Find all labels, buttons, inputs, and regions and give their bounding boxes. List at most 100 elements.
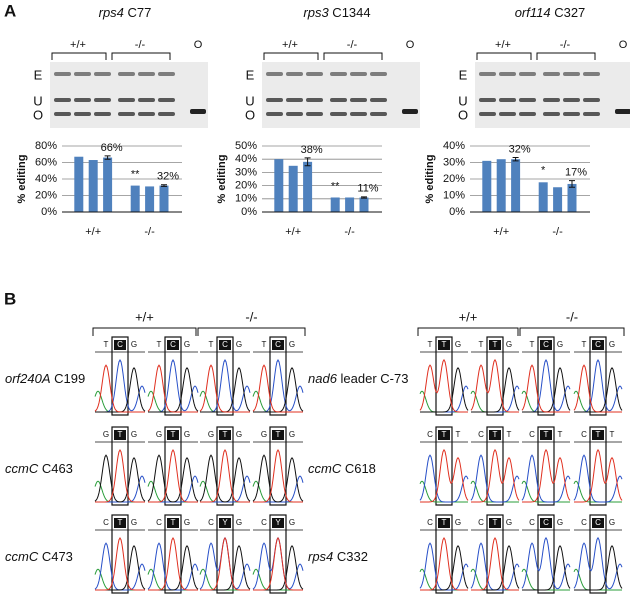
group-header: -/- <box>566 309 578 324</box>
trace <box>522 544 571 591</box>
base-call: C <box>427 518 433 527</box>
gel-band <box>499 98 516 102</box>
base-call: G <box>289 430 295 439</box>
base-call: G <box>131 518 137 527</box>
site-box <box>216 426 234 506</box>
gel-band <box>306 112 323 116</box>
base-call: C <box>595 518 601 527</box>
call-box <box>219 430 231 440</box>
base-call: T <box>493 518 498 527</box>
gel-band <box>370 98 387 102</box>
site-box <box>164 336 182 416</box>
y-tick-label: 30% <box>235 166 257 178</box>
y-tick-label: 60% <box>35 156 57 168</box>
site-box <box>216 336 234 416</box>
gel-band <box>158 112 175 116</box>
gel-band <box>499 112 516 116</box>
gel-band <box>370 112 387 116</box>
trace <box>147 480 198 503</box>
base-call: C <box>103 518 109 527</box>
trace <box>471 448 520 503</box>
trace <box>148 475 199 503</box>
call-box <box>540 518 552 528</box>
trace <box>148 537 198 591</box>
trace <box>200 544 251 591</box>
band-label: U <box>33 93 42 108</box>
trace <box>94 480 145 503</box>
y-tick-label: 0% <box>41 206 57 218</box>
trace <box>252 390 303 413</box>
site-box <box>435 426 453 506</box>
error-bar <box>569 180 575 188</box>
y-tick-label: 10% <box>235 193 257 205</box>
gel-band <box>330 72 347 76</box>
bar <box>567 183 577 212</box>
trace <box>420 366 469 413</box>
gel-band <box>94 72 111 76</box>
base-call: G <box>289 518 295 527</box>
site-box <box>111 514 129 594</box>
gel-band <box>499 72 516 76</box>
trace <box>252 364 303 413</box>
group-bracket <box>197 327 306 336</box>
site-box <box>435 336 453 416</box>
base-call: T <box>171 430 176 439</box>
trace <box>199 390 250 413</box>
gel-band <box>615 109 630 114</box>
base-call: C <box>208 518 214 527</box>
base-call: T <box>456 430 461 439</box>
annotation: ** <box>331 181 340 193</box>
trace <box>95 475 146 503</box>
bar <box>482 160 492 212</box>
base-call: T <box>428 340 433 349</box>
call-box <box>272 430 284 440</box>
base-call: G <box>609 518 615 527</box>
y-tick-label: 40% <box>35 173 57 185</box>
bar <box>303 161 313 212</box>
gel-band <box>118 112 135 116</box>
base-call: G <box>261 430 267 439</box>
bar <box>88 160 98 212</box>
gel-band <box>350 72 367 76</box>
trace <box>199 364 250 413</box>
band-label: E <box>34 67 43 82</box>
label: orf114 C327 <box>515 5 586 20</box>
gel-band <box>74 72 91 76</box>
call-box <box>219 340 231 350</box>
base-call: G <box>103 430 109 439</box>
lane-bracket <box>536 52 596 60</box>
base-call: G <box>289 340 295 349</box>
trace <box>148 544 199 591</box>
base-call: C <box>156 518 162 527</box>
base-call: C <box>595 340 601 349</box>
error-bar <box>512 157 519 162</box>
base-call: G <box>208 430 214 439</box>
lane-label: -/- <box>560 39 571 51</box>
base-call: T <box>157 340 162 349</box>
gel-band <box>286 112 303 116</box>
gel-band <box>330 98 347 102</box>
gel-band <box>74 98 91 102</box>
site-box <box>486 426 504 506</box>
trace <box>252 454 304 503</box>
label: rps3 C1344 <box>303 5 370 20</box>
gel-band <box>402 109 418 114</box>
gel-band <box>543 112 560 116</box>
gel-band <box>190 109 206 114</box>
base-call: G <box>506 340 512 349</box>
call-box <box>114 430 126 440</box>
trace <box>147 568 198 591</box>
lane-label: O <box>194 39 203 51</box>
site-box <box>216 514 234 594</box>
trace <box>419 542 469 591</box>
base-call: C <box>543 340 549 349</box>
call-box <box>592 340 604 350</box>
y-tick-label: 30% <box>443 156 465 168</box>
gel-band <box>330 112 347 116</box>
call-box <box>114 518 126 528</box>
base-call: T <box>507 430 512 439</box>
y-tick-label: 80% <box>35 140 57 152</box>
site-box <box>164 426 182 506</box>
base-call: T <box>493 430 498 439</box>
